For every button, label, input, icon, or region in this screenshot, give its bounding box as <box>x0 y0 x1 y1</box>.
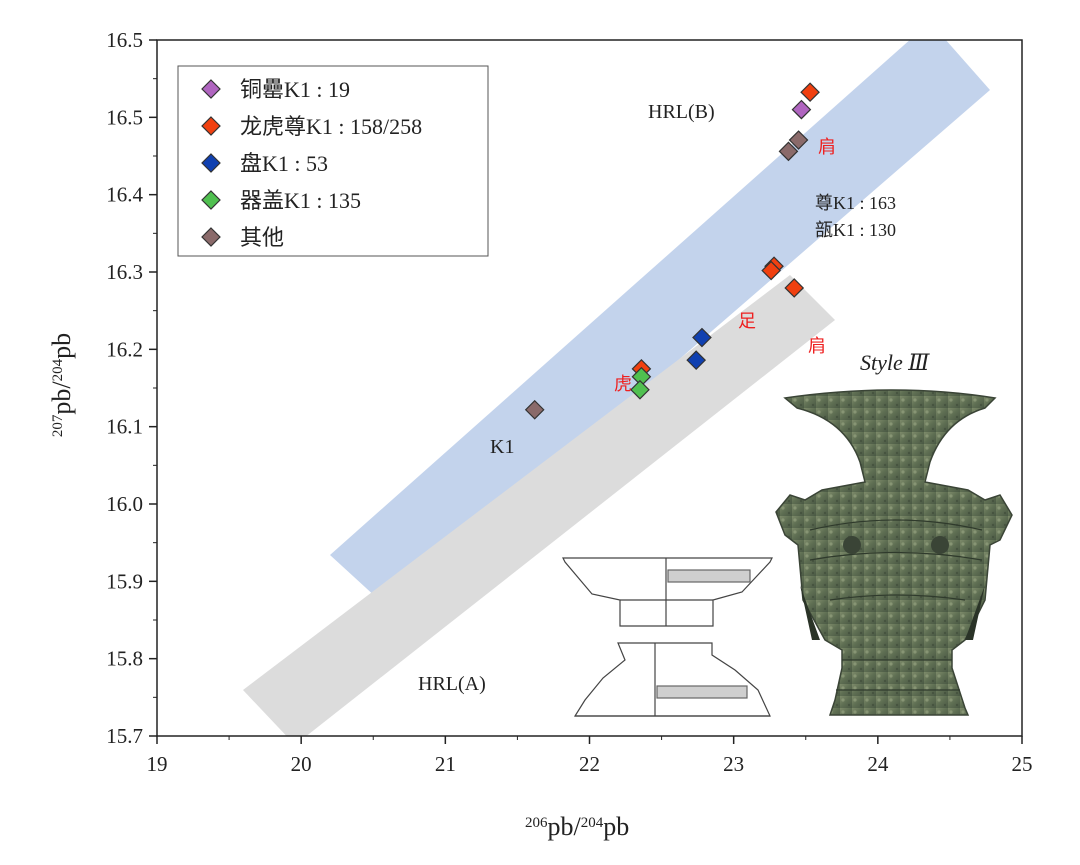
point-series-1-3 <box>784 278 805 298</box>
legend-marker <box>201 153 221 173</box>
band-label-hrl-a: HRL(A) <box>418 673 486 695</box>
y-tick-label: 15.7 <box>106 724 143 748</box>
point-series-2-1 <box>686 350 707 371</box>
x-tick-label: 24 <box>867 752 889 776</box>
legend-label: 龙虎尊K1 : 158/258 <box>240 114 422 139</box>
style-label: Style Ⅲ <box>860 350 930 375</box>
y-axis: 15.7 15.8 15.9 16.0 16.1 16.2 16.3 16.4 16.5 16.5 <box>106 28 157 748</box>
legend-label: 其他 <box>240 225 284 250</box>
y-tick-label: 16.2 <box>106 337 143 361</box>
point-series-4-0 <box>788 130 809 150</box>
x-axis-title: 206pb/204pb <box>525 812 629 841</box>
y-tick-label: 16.0 <box>106 492 143 516</box>
point-series-2-0 <box>692 327 712 348</box>
legend-box <box>177 65 489 257</box>
y-tick-label: 16.1 <box>106 415 143 439</box>
annotation-zun: 尊K1 : 163 <box>815 193 896 213</box>
legend-marker <box>201 190 221 210</box>
legend-marker <box>201 227 221 247</box>
point-series-0-0 <box>791 99 812 120</box>
y-axis-title: 207pb/204pb <box>47 333 76 437</box>
y-tick-label: 15.8 <box>106 647 143 671</box>
point-series-4-1 <box>778 141 799 162</box>
point-series-4-2 <box>524 399 545 420</box>
annotation-shoulder-upper: 肩 <box>818 137 836 157</box>
x-tick-label: 21 <box>435 752 456 776</box>
legend-label: 铜罍K1 : 19 <box>240 77 350 102</box>
y-tick-label: 15.9 <box>106 569 143 593</box>
x-axis: 19 20 21 22 23 24 25 <box>147 736 1033 776</box>
vessel-drawing <box>560 552 775 717</box>
y-tick-label: 16.3 <box>106 260 143 284</box>
band-hrl-b <box>330 40 990 610</box>
point-series-3-1 <box>630 379 650 400</box>
legend-label: 器盖K1 : 135 <box>240 188 361 213</box>
x-tick-label: 23 <box>723 752 744 776</box>
data-points <box>524 82 820 420</box>
band-label-hrl-b: HRL(B) <box>648 101 715 123</box>
legend: 铜罍K1 : 19 龙虎尊K1 : 158/258 盘K1 : 53 器盖K1 : 1… <box>177 65 489 257</box>
annotation-tiger: 虎 <box>614 374 632 394</box>
y-tick-label: 16.4 <box>106 183 143 207</box>
annotation-k1: K1 <box>490 436 514 458</box>
y-tick-label: 16.5 <box>106 28 143 52</box>
x-tick-label: 25 <box>1012 752 1033 776</box>
annotation-foot: 足 <box>738 311 756 331</box>
point-series-1-0 <box>800 82 820 103</box>
x-tick-label: 20 <box>291 752 312 776</box>
legend-marker <box>201 79 221 99</box>
legend-label: 盘K1 : 53 <box>240 151 328 176</box>
point-series-1-2 <box>761 260 781 281</box>
band-hrl-a <box>243 275 835 736</box>
bronze-vessel-image <box>775 389 1013 716</box>
x-tick-label: 19 <box>147 752 168 776</box>
y-tick-label: 16.5 <box>106 105 143 129</box>
annotation-shoulder-lower: 肩 <box>808 336 826 356</box>
x-tick-label: 22 <box>579 752 600 776</box>
legend-marker <box>201 116 221 136</box>
annotation-bu: 瓿K1 : 130 <box>815 220 896 240</box>
